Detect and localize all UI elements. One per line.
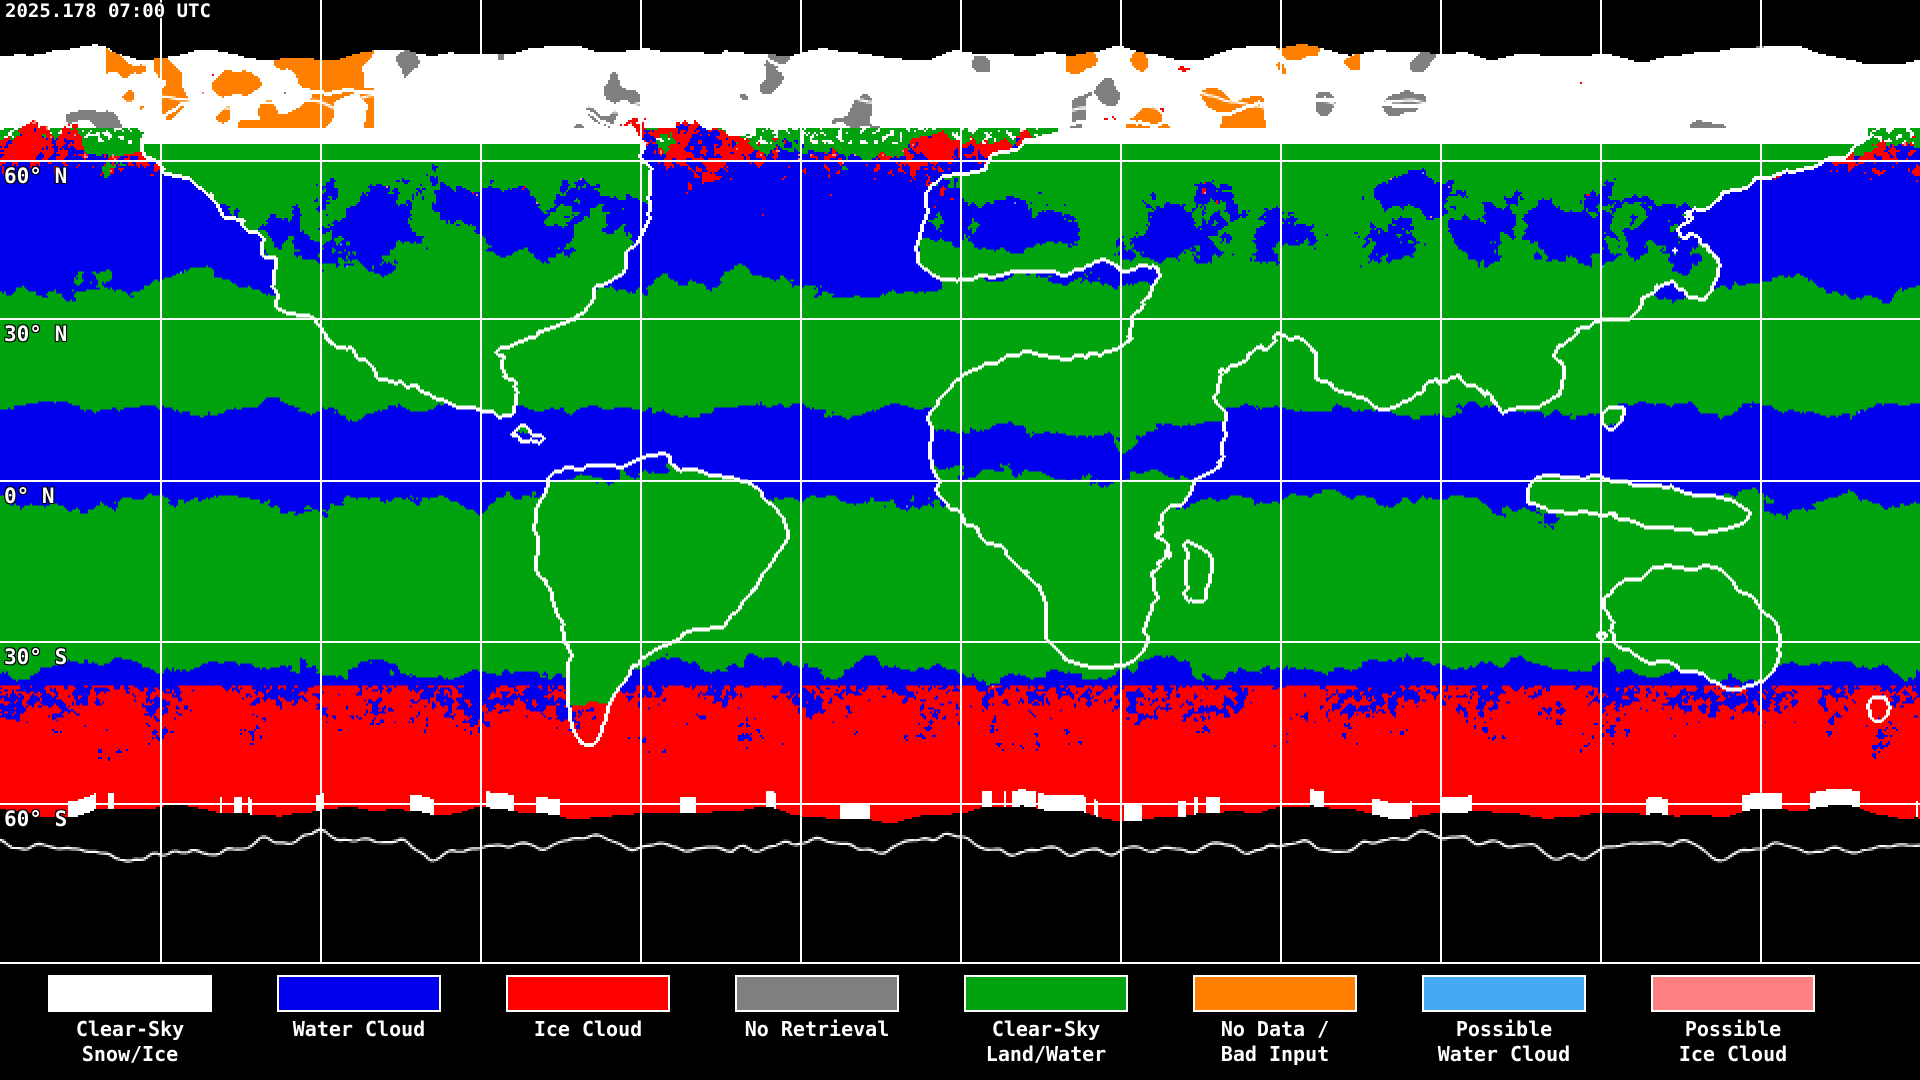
legend-caption-line1: No Retrieval bbox=[744, 1017, 890, 1041]
legend-caption: Clear-Sky Land/Water bbox=[964, 1017, 1128, 1067]
legend-item[interactable]: Ice Cloud bbox=[506, 970, 670, 1042]
latitude-label: 60° S bbox=[4, 807, 68, 831]
legend-caption: No Data / Bad Input bbox=[1193, 1017, 1357, 1067]
legend-color-swatch bbox=[1422, 975, 1586, 1012]
legend-caption-line1: Possible bbox=[1684, 1017, 1782, 1041]
graticule-parallel bbox=[0, 160, 1920, 162]
latitude-label: 30° S bbox=[4, 645, 68, 669]
legend-caption-line1: Water Cloud bbox=[292, 1017, 426, 1041]
legend-caption-line2: Snow/Ice bbox=[81, 1042, 179, 1066]
legend-caption: Ice Cloud bbox=[506, 1017, 670, 1042]
legend-caption-line2: Ice Cloud bbox=[1678, 1042, 1788, 1066]
graticule-parallel bbox=[0, 803, 1920, 805]
legend-caption: Clear-Sky Snow/Ice bbox=[48, 1017, 212, 1067]
latitude-label: 30° N bbox=[4, 322, 68, 346]
map-bottom-border bbox=[0, 962, 1920, 964]
legend: Clear-Sky Snow/Ice Water Cloud Ice Cloud No … bbox=[0, 970, 1920, 1080]
legend-color-swatch bbox=[1651, 975, 1815, 1012]
legend-color-swatch bbox=[735, 975, 899, 1012]
legend-item[interactable]: Water Cloud bbox=[277, 970, 441, 1042]
legend-item[interactable]: Possible Water Cloud bbox=[1422, 970, 1586, 1067]
legend-item[interactable]: Possible Ice Cloud bbox=[1651, 970, 1815, 1067]
legend-caption-line1: Possible bbox=[1455, 1017, 1553, 1041]
graticule-parallel bbox=[0, 641, 1920, 643]
legend-color-swatch bbox=[964, 975, 1128, 1012]
legend-color-swatch bbox=[506, 975, 670, 1012]
legend-caption-line2: Land/Water bbox=[985, 1042, 1107, 1066]
legend-item[interactable]: No Data / Bad Input bbox=[1193, 970, 1357, 1067]
legend-caption: Possible Water Cloud bbox=[1422, 1017, 1586, 1067]
legend-item[interactable]: Clear-Sky Snow/Ice bbox=[48, 970, 212, 1067]
legend-caption: Possible Ice Cloud bbox=[1651, 1017, 1815, 1067]
graticule-parallel bbox=[0, 318, 1920, 320]
legend-caption-line1: No Data / bbox=[1220, 1017, 1330, 1041]
legend-item[interactable]: Clear-Sky Land/Water bbox=[964, 970, 1128, 1067]
legend-caption-line2: Water Cloud bbox=[1437, 1042, 1571, 1066]
legend-caption: Water Cloud bbox=[277, 1017, 441, 1042]
legend-color-swatch bbox=[48, 975, 212, 1012]
latitude-label: 60° N bbox=[4, 164, 68, 188]
legend-caption-line1: Clear-Sky bbox=[991, 1017, 1101, 1041]
legend-color-swatch bbox=[1193, 975, 1357, 1012]
legend-caption: No Retrieval bbox=[735, 1017, 899, 1042]
latitude-label: 0° N bbox=[4, 484, 55, 508]
graticule-parallel bbox=[0, 480, 1920, 482]
legend-caption-line1: Clear-Sky bbox=[75, 1017, 185, 1041]
legend-caption-line2: Bad Input bbox=[1220, 1042, 1330, 1066]
legend-item[interactable]: No Retrieval bbox=[735, 970, 899, 1042]
map-panel[interactable]: 60° N 30° N 0° N 30° S 60° S 2025.178 07:00 … bbox=[0, 0, 1920, 963]
legend-color-swatch bbox=[277, 975, 441, 1012]
legend-caption-line1: Ice Cloud bbox=[533, 1017, 643, 1041]
timestamp-label: 2025.178 07:00 UTC bbox=[5, 0, 211, 22]
